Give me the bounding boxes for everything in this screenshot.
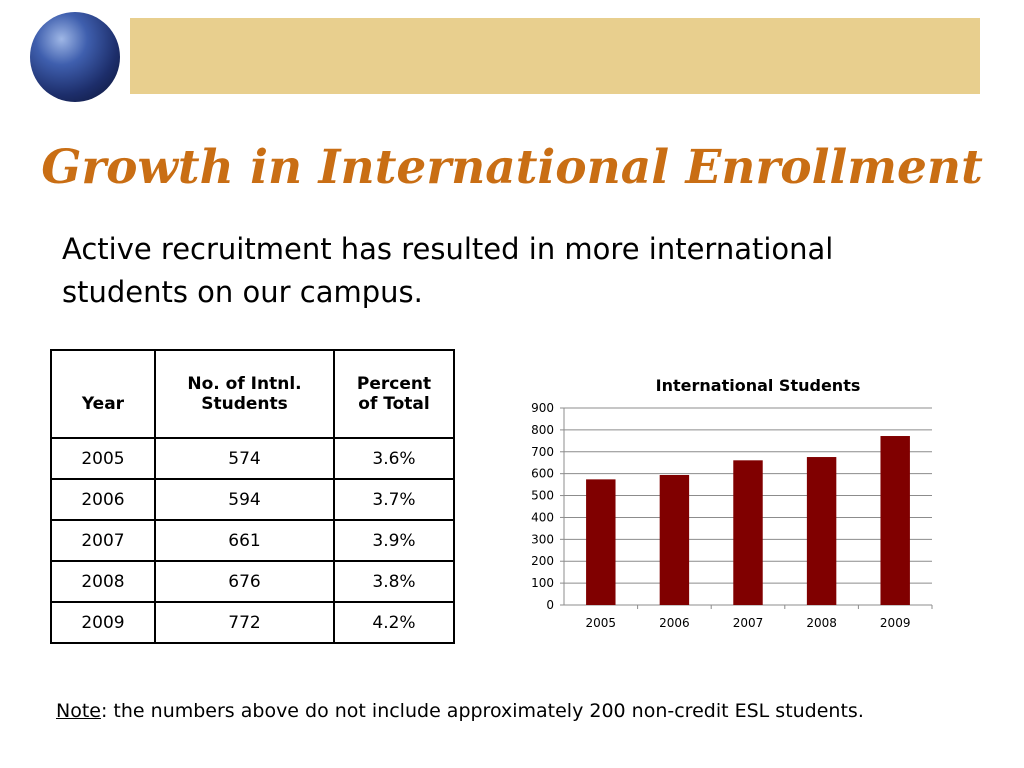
enrollment-table: Year No. of Intnl. Students Percent of T… xyxy=(50,349,455,644)
y-tick-label: 600 xyxy=(531,467,554,481)
cell-year: 2009 xyxy=(50,601,156,644)
bar xyxy=(586,479,616,605)
x-tick-label: 2007 xyxy=(733,616,764,630)
cell-year: 2008 xyxy=(50,560,156,603)
cell-year: 2005 xyxy=(50,437,156,480)
cell-percent: 3.7% xyxy=(333,478,455,521)
cell-count: 676 xyxy=(154,560,335,603)
table-row: 2009 772 4.2% xyxy=(50,601,455,644)
bar xyxy=(806,457,837,605)
table-row: 2007 661 3.9% xyxy=(50,519,455,562)
globe-icon xyxy=(30,12,120,102)
note-text: : the numbers above do not include appro… xyxy=(100,700,864,722)
world-map-banner xyxy=(130,18,980,94)
note-label: Note xyxy=(56,700,101,722)
y-tick-label: 500 xyxy=(531,489,554,503)
y-tick-label: 800 xyxy=(531,423,554,437)
cell-percent: 3.9% xyxy=(333,519,455,562)
x-tick-label: 2005 xyxy=(586,616,617,630)
chart-title: International Students xyxy=(656,376,861,395)
header-percent: Percent of Total xyxy=(333,349,455,439)
bar xyxy=(659,474,690,605)
slide-subtitle: Active recruitment has resulted in more … xyxy=(62,232,834,309)
cell-percent: 4.2% xyxy=(333,601,455,644)
cell-percent: 3.8% xyxy=(333,560,455,603)
header-year: Year xyxy=(50,349,156,439)
cell-percent: 3.6% xyxy=(333,437,455,480)
x-tick-label: 2008 xyxy=(806,616,837,630)
cell-count: 661 xyxy=(154,519,335,562)
cell-year: 2006 xyxy=(50,478,156,521)
table-row: 2006 594 3.7% xyxy=(50,478,455,521)
bar xyxy=(880,436,910,605)
y-tick-label: 0 xyxy=(546,598,554,612)
y-tick-label: 300 xyxy=(531,532,554,546)
cell-count: 772 xyxy=(154,601,335,644)
x-tick-label: 2006 xyxy=(659,616,690,630)
y-tick-label: 700 xyxy=(531,445,554,459)
table-row: 2008 676 3.8% xyxy=(50,560,455,603)
cell-count: 574 xyxy=(154,437,335,480)
y-tick-label: 900 xyxy=(531,401,554,415)
y-tick-label: 100 xyxy=(531,576,554,590)
table-row: 2005 574 3.6% xyxy=(50,437,455,480)
y-tick-label: 200 xyxy=(531,554,554,568)
x-tick-label: 2009 xyxy=(880,616,911,630)
header-students: No. of Intnl. Students xyxy=(154,349,335,439)
cell-count: 594 xyxy=(154,478,335,521)
footnote: Note: the numbers above do not include a… xyxy=(56,700,864,722)
table-header-row: Year No. of Intnl. Students Percent of T… xyxy=(50,349,455,439)
cell-year: 2007 xyxy=(50,519,156,562)
y-tick-label: 400 xyxy=(531,510,554,524)
bar-chart: International Students 0 100 200 300 400 500 60… xyxy=(531,376,933,630)
bar xyxy=(733,460,763,605)
slide-title: Growth in International Enrollment xyxy=(41,140,983,195)
